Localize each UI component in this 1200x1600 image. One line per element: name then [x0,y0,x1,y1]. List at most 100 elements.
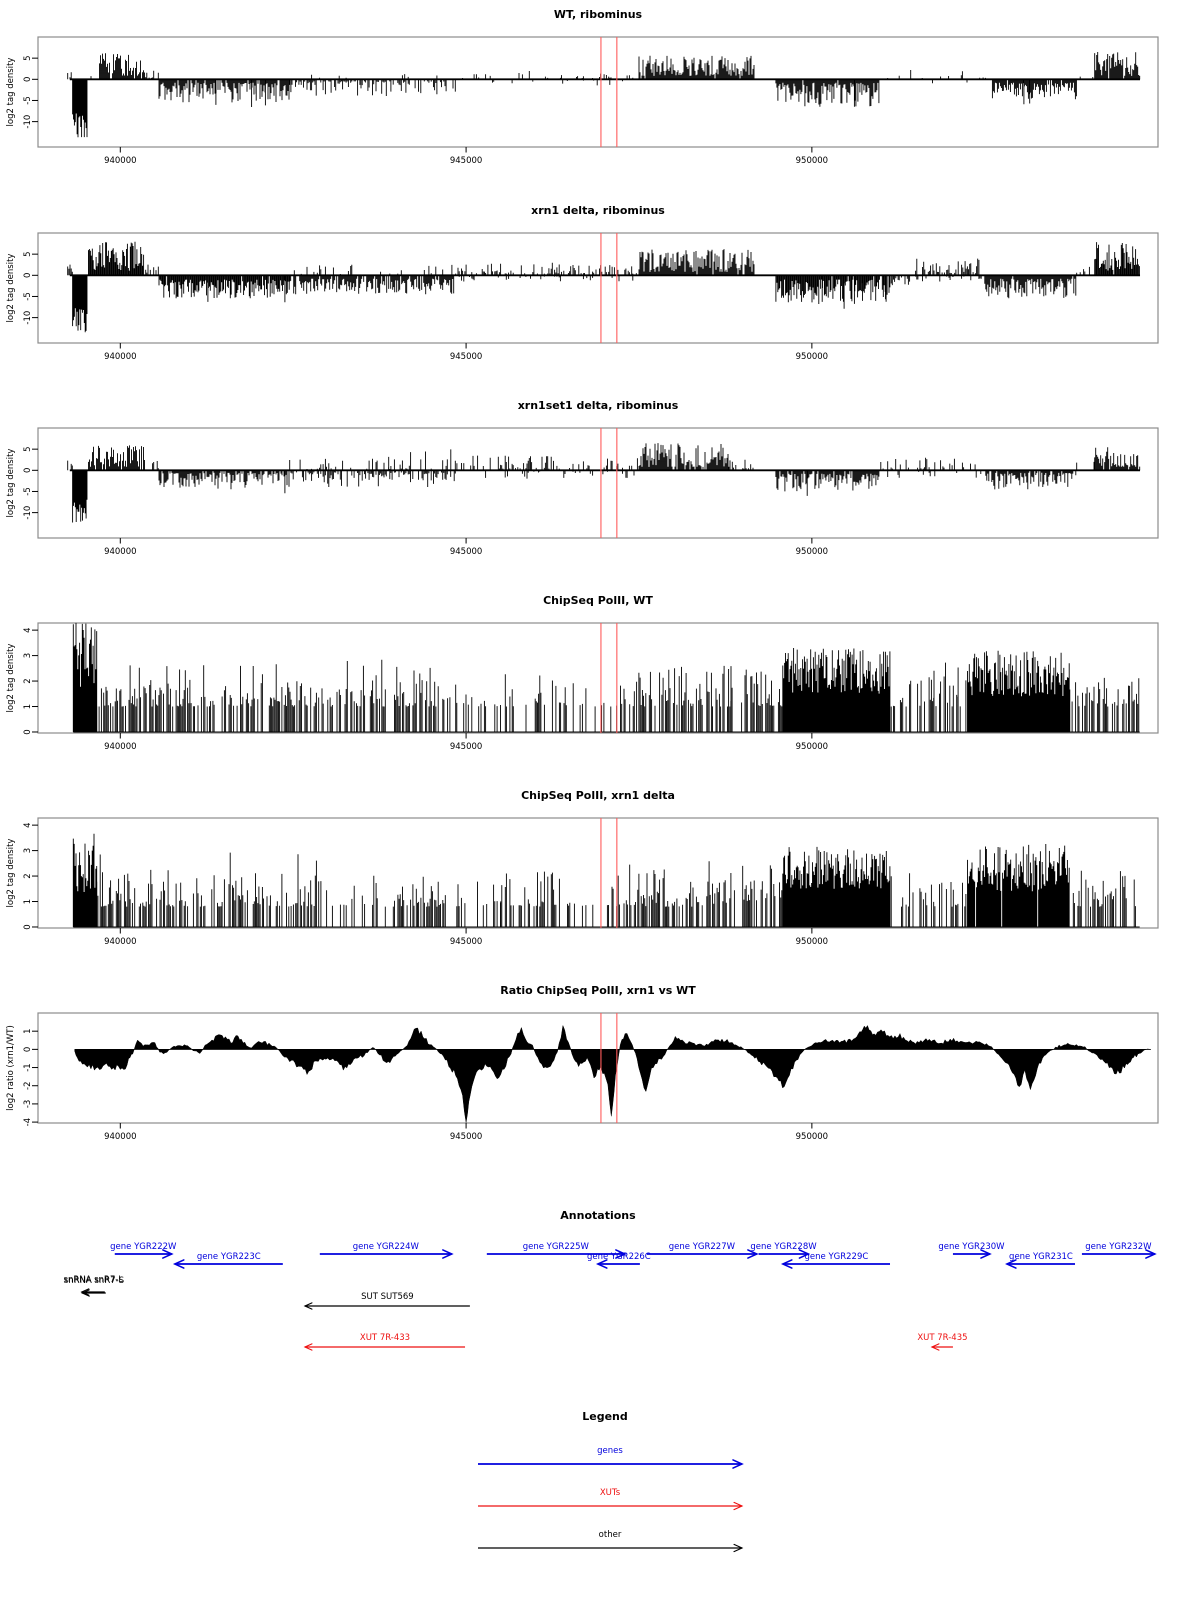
xut-annotation: XUT 7R-435 [917,1333,968,1351]
legend-track: Legend genes XUTs other [478,1410,744,1553]
annotation-label: SUT SUT569 [361,1292,414,1302]
xrn1-delta-ribominus-chart: xrn1 delta, ribominus log2 tag density 5 0 -… [6,204,1159,362]
y-tick-label: -10 [23,506,33,520]
tag-density-bars [67,443,1141,523]
x-tick-label: 940000 [104,156,136,166]
x-tick-label: 945000 [450,547,482,557]
y-tick-label: 5 [23,446,33,451]
x-tick-label: 945000 [450,937,482,947]
tag-density-bars [72,622,1140,732]
legend-item-label: other [599,1530,622,1540]
panel-title: WT, ribominus [554,8,643,21]
wt-ribominus-chart: WT, ribominus log2 tag density 5 0 -5 -10 9400… [6,8,1159,166]
legend-item-other: other [478,1530,744,1553]
y-tick-label: 3 [23,848,33,853]
annotation-label: XUT 7R-433 [360,1333,410,1343]
y-tick-label: -10 [23,311,33,325]
y-axis-label: log2 tag density [6,58,16,127]
annotation-label: gene YGR232W [1085,1242,1152,1252]
gene-annotation: gene YGR224W [319,1242,454,1259]
gene-annotation: gene YGR222W [110,1242,177,1259]
annotation-label: gene YGR222W [110,1242,177,1252]
x-tick-label: 945000 [450,1132,482,1142]
legend-item-genes: genes [478,1446,744,1469]
gene-annotation: gene YGR232W [1081,1242,1157,1259]
gene-annotation: gene YGR227W [646,1242,759,1259]
x-tick-label: 940000 [104,547,136,557]
y-tick-label: -3 [23,1100,33,1108]
x-tick-label: 940000 [104,352,136,362]
y-axis-label: log2 tag density [6,449,16,518]
annotation-label: gene YGR228W [750,1242,817,1252]
y-tick-label: -5 [23,487,33,495]
y-tick-label: 1 [23,704,33,709]
y-axis-label: log2 tag density [6,839,16,908]
ratio-chipseq-chart: Ratio ChipSeq PolII, xrn1 vs WT log2 rati… [6,984,1159,1142]
gene-annotation: gene YGR228W [750,1242,817,1259]
y-tick-label: 5 [23,251,33,256]
x-tick-label: 945000 [450,156,482,166]
legend-item-label: genes [597,1446,623,1456]
y-tick-label: -1 [23,1063,33,1071]
annotation-label: gene YGR225W [523,1242,590,1252]
x-tick-label: 940000 [104,742,136,752]
gene-annotation: gene YGR223C [172,1252,283,1269]
y-tick-label: 4 [23,627,33,632]
panel-title: ChipSeq PolII, WT [543,594,653,607]
annotation-label: gene YGR226C [587,1252,651,1262]
y-axis-label: log2 tag density [6,254,16,323]
y-tick-label: 0 [23,924,33,929]
annotation-label: gene YGR227W [669,1242,736,1252]
xrn1set1-delta-ribominus-chart: xrn1set1 delta, ribominus log2 tag densit… [6,399,1159,557]
x-tick-label: 950000 [796,1132,828,1142]
y-axis-label: log2 tag density [6,644,16,713]
annotation-label: XUT 7R-435 [917,1333,967,1343]
y-tick-label: -10 [23,115,33,129]
legend-title: Legend [582,1410,628,1423]
annotation-label: gene YGR223C [197,1252,261,1262]
annotation-label: gene YGR230W [938,1242,1005,1252]
y-tick-label: 3 [23,653,33,658]
annotation-label: gene YGR229C [805,1252,869,1262]
y-tick-label: 1 [23,899,33,904]
legend-item-label: XUTs [600,1488,621,1498]
annotation-label: gene YGR224W [353,1242,420,1252]
x-tick-label: 950000 [796,156,828,166]
y-tick-label: 0 [23,1047,33,1052]
x-tick-label: 950000 [796,937,828,947]
panel-title: xrn1set1 delta, ribominus [518,399,679,412]
gene-annotation: gene YGR230W [938,1242,1005,1259]
x-tick-label: 950000 [796,742,828,752]
chipseq-polii-wt-chart: ChipSeq PolII, WT log2 tag density 0 1 2 3 4 94… [6,594,1159,752]
x-tick-label: 940000 [104,1132,136,1142]
chipseq-polii-xrn1-delta-chart: ChipSeq PolII, xrn1 delta log2 tag densit… [6,789,1159,947]
other-annotation: snRNA snR7-S [64,1276,124,1297]
ratio-area [74,1024,1151,1123]
y-tick-label: 2 [23,678,33,683]
gene-annotation: gene YGR225W [486,1242,627,1259]
annotation-label: gene YGR231C [1009,1252,1073,1262]
gene-annotation: gene YGR226C [587,1252,651,1269]
y-tick-label: 2 [23,873,33,878]
annotations-title: Annotations [560,1209,636,1222]
y-tick-label: -5 [23,292,33,300]
x-tick-label: 950000 [796,547,828,557]
tag-density-bars [72,833,1136,927]
annotation-label: snRNA snR7-S [64,1276,124,1286]
x-tick-label: 945000 [450,352,482,362]
y-tick-label: 0 [23,77,33,82]
y-tick-label: 4 [23,822,33,827]
y-tick-label: 5 [23,55,33,60]
y-tick-label: 0 [23,468,33,473]
x-tick-label: 950000 [796,352,828,362]
y-tick-label: 0 [23,729,33,734]
x-tick-label: 945000 [450,742,482,752]
xut-annotation: XUT 7R-433 [303,1333,466,1351]
y-tick-label: -5 [23,96,33,104]
y-tick-label: -4 [23,1118,33,1126]
legend-item-XUTs: XUTs [478,1488,744,1511]
tag-density-bars [67,241,1140,333]
annotations-track: Annotations gene YGR222W gene YGR223C gene … [64,1209,1157,1351]
tag-density-bars [67,52,1141,138]
